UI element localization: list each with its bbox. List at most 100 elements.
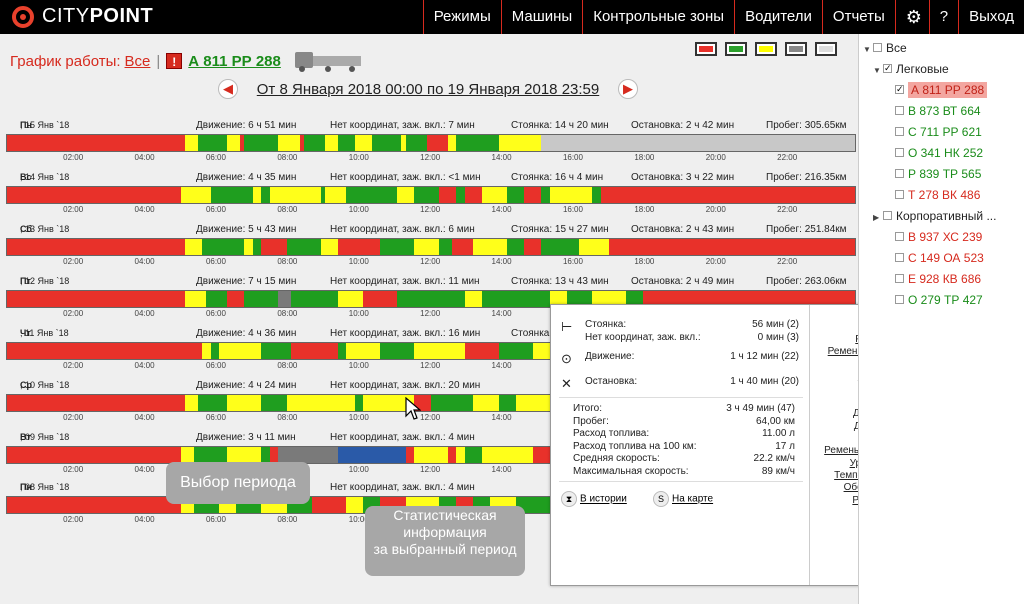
color-filter-button[interactable] — [815, 42, 837, 56]
main-menu: Режимы Машины Контрольные зоны Водители … — [422, 0, 1024, 34]
checkbox[interactable] — [895, 169, 904, 179]
color-filter-button[interactable] — [785, 42, 807, 56]
vehicle-plate-label[interactable]: С 149 ОА 523 — [908, 251, 984, 265]
logout-button[interactable]: Выход — [958, 0, 1024, 34]
tree-vehicle-item[interactable]: О 341 НК 252 — [895, 146, 983, 160]
stop-value: 1 ч 40 мин (20) — [730, 376, 799, 387]
timeline-segment-idle — [549, 291, 567, 307]
day-header: Вт, 09 Янв `18 Движение: 3 ч 11 мин Нет ко… — [6, 432, 856, 444]
menu-drivers[interactable]: Водители — [734, 0, 822, 34]
vehicle-plate-label[interactable]: Е 928 КВ 686 — [908, 272, 982, 286]
timeline-segment-idle — [185, 135, 198, 151]
hour-tick-label: 12:00 — [420, 153, 441, 162]
timeline-segment-stop — [414, 395, 431, 411]
checkbox[interactable] — [895, 232, 904, 242]
citypoint-logo[interactable]: CITYPOINT — [12, 5, 153, 28]
hour-tick-label: 08:00 — [277, 413, 298, 422]
color-swatch — [699, 46, 713, 52]
timeline-segment-stop — [291, 343, 338, 359]
day-move-summary: Движение: 6 ч 51 мин — [196, 120, 297, 131]
timeline-segment-idle — [498, 135, 542, 151]
warning-icon[interactable]: ! — [166, 53, 183, 69]
tree-vehicle-item[interactable]: ✓ А 811 РР 288 — [895, 82, 988, 98]
settings-gear-icon[interactable]: ⚙ — [894, 0, 929, 34]
checkbox[interactable] — [895, 127, 904, 137]
map-link[interactable]: S На карте — [653, 491, 713, 507]
vehicle-plate-label[interactable]: А 811 РР 288 — [908, 82, 988, 98]
tree-vehicle-item[interactable]: В 873 ВТ 664 — [895, 104, 981, 118]
tree-vehicle-item[interactable]: С 711 РР 621 — [895, 125, 982, 139]
vehicle-plate-label[interactable]: О 341 НК 252 — [908, 146, 984, 160]
links-divider — [559, 481, 803, 482]
collapse-triangle-icon[interactable]: ▼ — [873, 66, 881, 75]
color-filter-button[interactable] — [695, 42, 717, 56]
tree-label[interactable]: Корпоративный ... — [896, 209, 997, 223]
day-header: Пн, 15 Янв `18 Движение: 6 ч 51 мин Нет ко… — [6, 120, 856, 132]
checkbox[interactable] — [895, 106, 904, 116]
day-nocoord-summary: Нет координат, заж. вкл.: 6 мин — [330, 224, 475, 235]
period-selection-tooltip: Выбор периода — [166, 462, 310, 504]
hour-tick-label: 18:00 — [634, 205, 655, 214]
timeline-segment-idle — [286, 395, 355, 411]
vehicle-plate-label[interactable]: Т 278 ВК 486 — [908, 188, 981, 202]
tree-vehicle-item[interactable]: Р 839 ТР 565 — [895, 167, 981, 181]
timeline-segment-move — [261, 343, 292, 359]
checkbox[interactable] — [895, 253, 904, 263]
hour-tick-label: 02:00 — [63, 413, 84, 422]
tree-vehicle-item[interactable]: С 149 ОА 523 — [895, 251, 984, 265]
collapse-triangle-icon[interactable]: ▼ — [863, 45, 871, 54]
help-button[interactable]: ? — [928, 0, 958, 34]
menu-modes[interactable]: Режимы — [422, 0, 501, 34]
vehicle-plate-label[interactable]: О 279 ТР 427 — [908, 293, 983, 307]
checkbox[interactable] — [873, 43, 882, 53]
tree-label[interactable]: Все — [886, 41, 907, 55]
menu-vehicles[interactable]: Машины — [500, 0, 582, 34]
tree-label[interactable]: Легковые — [896, 62, 949, 76]
all-vehicles-link[interactable]: Все — [124, 52, 151, 70]
hour-tick-label: 06:00 — [205, 153, 226, 162]
timeline-segment-stop — [532, 447, 550, 463]
prev-period-arrow-icon[interactable]: ◀ — [218, 79, 238, 99]
vehicle-plate-label[interactable]: Р 839 ТР 565 — [908, 167, 982, 181]
checkbox[interactable] — [895, 274, 904, 284]
timeline-segment-nocoord — [291, 447, 338, 463]
vehicle-plate-link[interactable]: А 811 РР 288 — [188, 52, 281, 70]
day-timeline-bar[interactable] — [6, 186, 856, 204]
checkbox[interactable]: ✓ — [883, 63, 892, 74]
color-swatch — [789, 46, 803, 52]
menu-reports[interactable]: Отчеты — [821, 0, 895, 34]
checkbox[interactable] — [895, 190, 904, 200]
hour-tick-label: 12:00 — [420, 205, 441, 214]
color-filter-button[interactable] — [755, 42, 777, 56]
tree-vehicle-item[interactable]: Е 928 КВ 686 — [895, 272, 981, 286]
vehicle-plate-label[interactable]: С 711 РР 621 — [908, 125, 982, 139]
color-filter-buttons — [695, 42, 837, 56]
timeline-segment-stop — [312, 497, 347, 513]
hour-tick-label: 10:00 — [348, 153, 369, 162]
day-name: Вт, 09 Янв `18 — [20, 432, 69, 442]
day-timeline-bar[interactable] — [6, 134, 856, 152]
timeline-segment-stop — [7, 395, 186, 411]
day-stop-summary: Остановка: 2 ч 43 мин — [631, 224, 735, 235]
hour-tick-label: 08:00 — [277, 153, 298, 162]
menu-control-zones[interactable]: Контрольные зоны — [582, 0, 734, 34]
expand-triangle-icon[interactable]: ▶ — [873, 213, 880, 222]
period-range-link[interactable]: От 8 Января 2018 00:00 по 19 Января 2018… — [256, 80, 600, 98]
checkbox[interactable] — [895, 148, 904, 158]
next-period-arrow-icon[interactable]: ▶ — [618, 79, 638, 99]
vehicle-plate-label[interactable]: В 873 ВТ 664 — [908, 104, 981, 118]
checkbox[interactable] — [883, 211, 892, 221]
tree-vehicle-item[interactable]: В 937 ХС 239 — [895, 230, 982, 244]
timeline-segment-idle — [337, 291, 364, 307]
checkbox[interactable]: ✓ — [895, 84, 904, 95]
history-link[interactable]: ⧗ В истории — [561, 491, 627, 507]
day-timeline-bar[interactable] — [6, 290, 856, 308]
day-nocoord-summary: Нет координат, заж. вкл.: 7 мин — [330, 120, 475, 131]
vehicle-plate-label[interactable]: В 937 ХС 239 — [908, 230, 983, 244]
timeline-segment-move — [566, 291, 593, 307]
checkbox[interactable] — [895, 295, 904, 305]
tree-vehicle-item[interactable]: Т 278 ВК 486 — [895, 188, 980, 202]
color-filter-button[interactable] — [725, 42, 747, 56]
tree-vehicle-item[interactable]: О 279 ТР 427 — [895, 293, 983, 307]
day-timeline-bar[interactable] — [6, 238, 856, 256]
